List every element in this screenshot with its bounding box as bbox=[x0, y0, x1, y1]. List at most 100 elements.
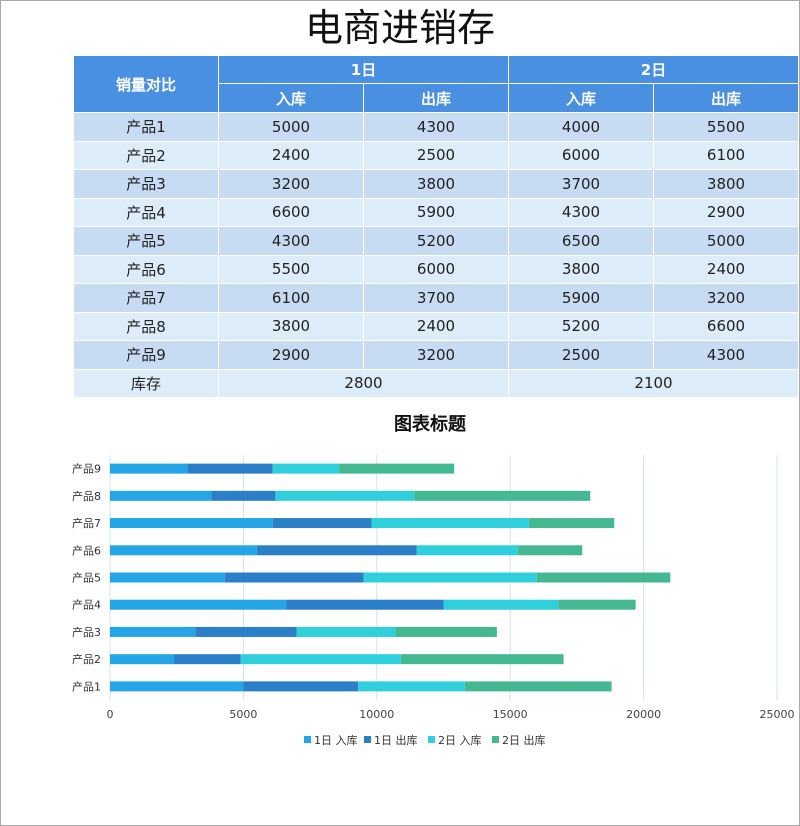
stock-value: 2800 bbox=[218, 368, 509, 398]
category-label: 产品5 bbox=[72, 571, 101, 585]
table-cell: 2400 bbox=[653, 254, 799, 284]
table-cell: 3800 bbox=[508, 254, 654, 284]
x-tick-label: 20000 bbox=[626, 708, 661, 721]
table-cell: 5900 bbox=[363, 197, 509, 227]
bar-segment bbox=[443, 599, 559, 610]
bar-segment bbox=[536, 572, 671, 583]
bar-segment bbox=[275, 490, 415, 501]
table-cell: 3200 bbox=[363, 340, 509, 370]
bar-segment bbox=[110, 654, 175, 665]
table-cell: 3800 bbox=[363, 169, 509, 199]
row-label: 产品2 bbox=[73, 140, 219, 170]
table-cell: 4300 bbox=[218, 226, 364, 256]
table-cell: 6100 bbox=[218, 283, 364, 313]
category-label: 产品6 bbox=[72, 543, 101, 557]
table-cell: 2500 bbox=[363, 140, 509, 170]
bar-segment bbox=[224, 572, 364, 583]
bar-segment bbox=[358, 681, 465, 692]
table-row: 产品6 5500 6000 3800 2400 bbox=[73, 254, 799, 284]
table-cell: 3200 bbox=[218, 169, 364, 199]
bar-segment bbox=[518, 545, 583, 556]
bar-segment bbox=[528, 518, 615, 529]
bar-segment bbox=[416, 545, 519, 556]
subheader-out: 出库 bbox=[363, 83, 509, 113]
table-cell: 6000 bbox=[508, 140, 654, 170]
bar-segment bbox=[339, 463, 455, 474]
legend-label: 2日 出库 bbox=[502, 733, 546, 747]
table-row: 产品4 6600 5900 4300 2900 bbox=[73, 197, 799, 227]
table-cell: 2400 bbox=[363, 311, 509, 341]
bar-segment bbox=[195, 626, 297, 637]
day-header: 1日 bbox=[218, 55, 509, 84]
stacked-bar-chart: 图表标题 产品1 产品2 产品3 产品4 产品5 产品6 产品7 产品8 产品9 0 5000 10… bbox=[72, 413, 795, 747]
bar-segment bbox=[211, 490, 276, 501]
inventory-table: 销量对比 1日 2日 入库 出库 入库 出库 产品1 5000 4300 4000 55… bbox=[73, 55, 799, 398]
bar-segment bbox=[558, 599, 636, 610]
table-cell: 5200 bbox=[363, 226, 509, 256]
subheader-in: 入库 bbox=[218, 83, 364, 113]
stock-value: 2100 bbox=[508, 368, 799, 398]
table-cell: 2500 bbox=[508, 340, 654, 370]
page-title: 电商进销存 bbox=[304, 6, 495, 50]
chart-category-labels: 产品1 产品2 产品3 产品4 产品5 产品6 产品7 产品8 产品9 bbox=[72, 462, 101, 694]
table-cell: 3800 bbox=[218, 311, 364, 341]
subheader-in: 入库 bbox=[508, 83, 654, 113]
bar-segment bbox=[110, 490, 212, 501]
x-tick-label: 25000 bbox=[760, 708, 795, 721]
bar-segment bbox=[400, 654, 564, 665]
bar-segment bbox=[414, 490, 591, 501]
bar-segment bbox=[464, 681, 612, 692]
bar-segment bbox=[256, 545, 417, 556]
table-cell: 4000 bbox=[508, 112, 654, 142]
x-tick-label: 0 bbox=[107, 708, 114, 721]
table-cell: 6600 bbox=[218, 197, 364, 227]
legend-swatch bbox=[304, 736, 311, 743]
bar-segment bbox=[110, 518, 273, 529]
row-label: 产品7 bbox=[73, 283, 219, 313]
table-cell: 6000 bbox=[363, 254, 509, 284]
legend-swatch bbox=[364, 736, 371, 743]
table-row: 产品9 2900 3200 2500 4300 bbox=[73, 340, 799, 370]
bar-segment bbox=[110, 599, 287, 610]
table-cell: 2900 bbox=[218, 340, 364, 370]
row-label: 产品3 bbox=[73, 169, 219, 199]
table-cell: 2900 bbox=[653, 197, 799, 227]
table-row: 产品8 3800 2400 5200 6600 bbox=[73, 311, 799, 341]
table-row: 产品1 5000 4300 4000 5500 bbox=[73, 112, 799, 142]
bar-segment bbox=[174, 654, 241, 665]
x-tick-label: 5000 bbox=[229, 708, 257, 721]
category-label: 产品1 bbox=[72, 679, 101, 693]
row-label: 产品9 bbox=[73, 340, 219, 370]
subheader-out: 出库 bbox=[653, 83, 799, 113]
bar-segment bbox=[187, 463, 273, 474]
legend-label: 1日 入库 bbox=[314, 734, 358, 747]
bar-segment bbox=[110, 545, 257, 556]
chart-title: 图表标题 bbox=[394, 413, 467, 435]
bar-segment bbox=[110, 681, 244, 692]
table-cell: 4300 bbox=[508, 197, 654, 227]
x-tick-label: 15000 bbox=[493, 708, 528, 721]
legend-label: 2日 入库 bbox=[438, 734, 482, 747]
row-label: 产品1 bbox=[73, 112, 219, 142]
bar-segment bbox=[243, 681, 359, 692]
chart-legend: 1日 入库 1日 出库 2日 入库 2日 出库 bbox=[304, 733, 546, 747]
legend-swatch bbox=[428, 736, 435, 743]
table-cell: 6100 bbox=[653, 140, 799, 170]
bar-segment bbox=[110, 572, 225, 583]
corner-header: 销量对比 bbox=[73, 55, 219, 113]
row-label: 产品5 bbox=[73, 226, 219, 256]
x-tick-label: 10000 bbox=[359, 708, 394, 721]
bar-segment bbox=[296, 626, 396, 637]
table-cell: 6600 bbox=[653, 311, 799, 341]
row-label: 产品6 bbox=[73, 254, 219, 284]
row-label: 产品8 bbox=[73, 311, 219, 341]
category-label: 产品4 bbox=[72, 598, 101, 612]
table-cell: 6500 bbox=[508, 226, 654, 256]
bar-segment bbox=[110, 463, 188, 474]
table-row: 产品3 3200 3800 3700 3800 bbox=[73, 169, 799, 199]
chart-bars bbox=[110, 463, 671, 692]
bar-segment bbox=[371, 518, 529, 529]
legend-label: 1日 出库 bbox=[374, 733, 418, 747]
bar-segment bbox=[272, 463, 340, 474]
table-cell: 5500 bbox=[653, 112, 799, 142]
